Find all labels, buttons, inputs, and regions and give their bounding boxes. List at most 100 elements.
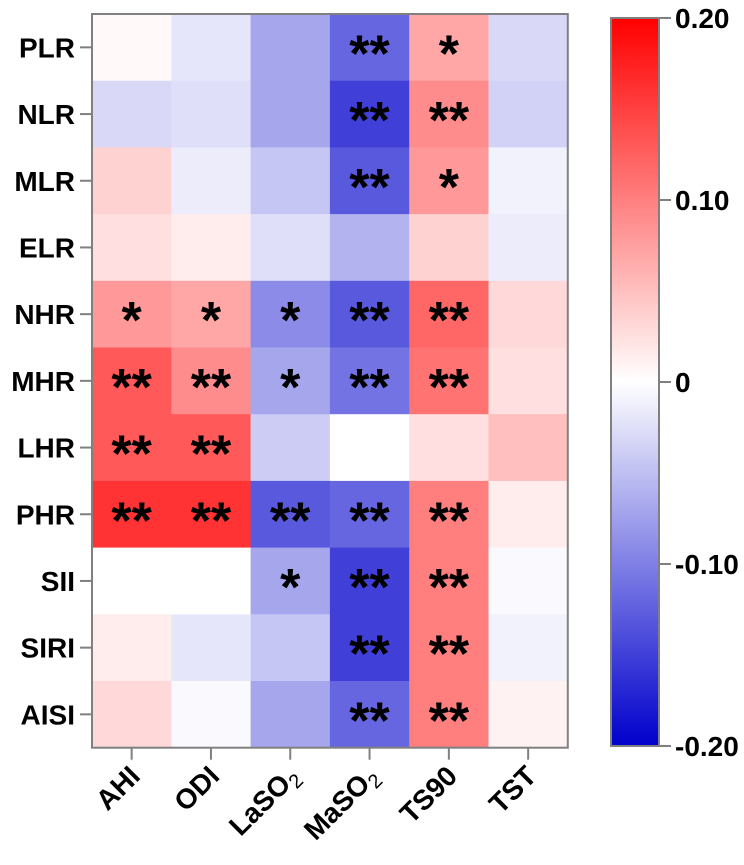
significance-marker: ** bbox=[349, 492, 390, 550]
heatmap-cell bbox=[409, 80, 489, 148]
heatmap-cell bbox=[329, 147, 410, 215]
heatmap-cell bbox=[488, 480, 569, 549]
row-label: PLR bbox=[19, 32, 75, 63]
heatmap-cell bbox=[92, 80, 172, 148]
significance-marker: ** bbox=[349, 25, 390, 83]
significance-marker: * bbox=[201, 292, 222, 350]
heatmap-cell bbox=[409, 214, 489, 282]
heatmap-cell bbox=[171, 414, 252, 482]
heatmap-cell bbox=[409, 347, 489, 415]
heatmap-cell bbox=[92, 280, 172, 348]
column-label: MaSO2 bbox=[298, 760, 387, 849]
heatmap-cell bbox=[409, 480, 489, 549]
row-label: ELR bbox=[19, 232, 75, 263]
heatmap-cell bbox=[409, 547, 489, 615]
heatmap-cell bbox=[92, 414, 172, 482]
row-label: MLR bbox=[14, 166, 75, 197]
heatmap-cell bbox=[171, 547, 252, 615]
heatmap-cell bbox=[329, 547, 410, 615]
heatmap-cell bbox=[250, 214, 331, 282]
significance-marker: ** bbox=[349, 292, 390, 350]
significance-marker: ** bbox=[349, 559, 390, 617]
heatmap-cell bbox=[329, 14, 410, 82]
heatmap-cell bbox=[171, 147, 252, 215]
column-label: LaSO2 bbox=[223, 760, 308, 845]
column-label: TS90 bbox=[394, 760, 463, 829]
heatmap-cell bbox=[92, 681, 172, 749]
heatmap-cell bbox=[171, 614, 252, 682]
significance-marker: ** bbox=[111, 426, 152, 484]
colorbar-tick-label: 0 bbox=[675, 367, 691, 398]
heatmap-cell bbox=[171, 480, 252, 549]
heatmap-cell bbox=[250, 280, 331, 348]
heatmap-cell bbox=[171, 280, 252, 348]
row-label: NLR bbox=[17, 99, 75, 130]
significance-marker: * bbox=[439, 159, 460, 217]
heatmap-cell bbox=[250, 547, 331, 615]
heatmap-cell bbox=[92, 147, 172, 215]
heatmap-cell bbox=[250, 147, 331, 215]
significance-marker: ** bbox=[349, 692, 390, 750]
significance-marker: * bbox=[280, 359, 301, 417]
heatmap-cell bbox=[329, 414, 410, 482]
colorbar-tick-label: 0.10 bbox=[675, 185, 730, 216]
colorbar-gradient bbox=[610, 17, 660, 747]
heatmap-cell bbox=[329, 681, 410, 749]
heatmap-cell bbox=[250, 480, 331, 549]
significance-marker: ** bbox=[111, 492, 152, 550]
heatmap-cell bbox=[250, 347, 331, 415]
heatmap-cell bbox=[409, 14, 489, 82]
heatmap-cell bbox=[409, 280, 489, 348]
heatmap-cell bbox=[171, 214, 252, 282]
heatmap-cell bbox=[329, 347, 410, 415]
heatmap-cell bbox=[92, 347, 172, 415]
significance-markers: ** *** **** ** * * ** **** ** * ** **** **** ** ** ** **… bbox=[111, 25, 469, 750]
colorbar-tick-label: -0.20 bbox=[675, 731, 739, 762]
significance-marker: ** bbox=[429, 359, 470, 417]
heatmap-cell bbox=[329, 480, 410, 549]
heatmap-cell bbox=[488, 347, 569, 415]
heatmap-cell bbox=[488, 681, 569, 749]
heatmap-cell bbox=[409, 614, 489, 682]
significance-marker: * bbox=[122, 292, 143, 350]
heatmap-cell bbox=[171, 681, 252, 749]
significance-marker: ** bbox=[349, 359, 390, 417]
heatmap-cell bbox=[92, 547, 172, 615]
significance-marker: ** bbox=[429, 492, 470, 550]
significance-marker: ** bbox=[270, 492, 311, 550]
colorbar: 0.20 0.10 0 -0.10 -0.20 bbox=[610, 3, 739, 762]
row-label: PHR bbox=[16, 499, 75, 530]
heatmap-cell bbox=[488, 280, 569, 348]
heatmap-cell bbox=[329, 280, 410, 348]
row-label: LHR bbox=[17, 433, 75, 464]
heatmap-cell bbox=[329, 614, 410, 682]
heatmap-cell bbox=[488, 80, 569, 148]
heatmap-cell bbox=[488, 614, 569, 682]
row-label: SIRI bbox=[21, 633, 75, 664]
heatmap-cells bbox=[92, 14, 569, 749]
heatmap-cell bbox=[171, 14, 252, 82]
heatmap-cell bbox=[488, 547, 569, 615]
row-label: NHR bbox=[14, 299, 75, 330]
heatmap-cell bbox=[250, 681, 331, 749]
heatmap-cell bbox=[92, 614, 172, 682]
significance-marker: ** bbox=[349, 626, 390, 684]
heatmap-cell bbox=[329, 80, 410, 148]
heatmap-cell bbox=[488, 147, 569, 215]
significance-marker: ** bbox=[191, 359, 232, 417]
colorbar-ticks: 0.20 0.10 0 -0.10 -0.20 bbox=[659, 3, 739, 762]
column-label: TST bbox=[483, 760, 542, 819]
heatmap-cell bbox=[250, 614, 331, 682]
row-label: AISI bbox=[21, 699, 75, 730]
heatmap-cell bbox=[409, 147, 489, 215]
significance-marker: ** bbox=[349, 92, 390, 150]
heatmap-cell bbox=[488, 14, 569, 82]
significance-marker: ** bbox=[429, 559, 470, 617]
colorbar-tick-label: 0.20 bbox=[675, 3, 730, 34]
heatmap-cell bbox=[171, 347, 252, 415]
significance-marker: ** bbox=[349, 159, 390, 217]
row-label: SII bbox=[41, 566, 75, 597]
significance-marker: * bbox=[280, 292, 301, 350]
row-axis: PLR NLR MLR ELR NHR MHR LHR PHR SII SIRI AISI bbox=[11, 32, 92, 730]
heatmap-cell bbox=[92, 214, 172, 282]
